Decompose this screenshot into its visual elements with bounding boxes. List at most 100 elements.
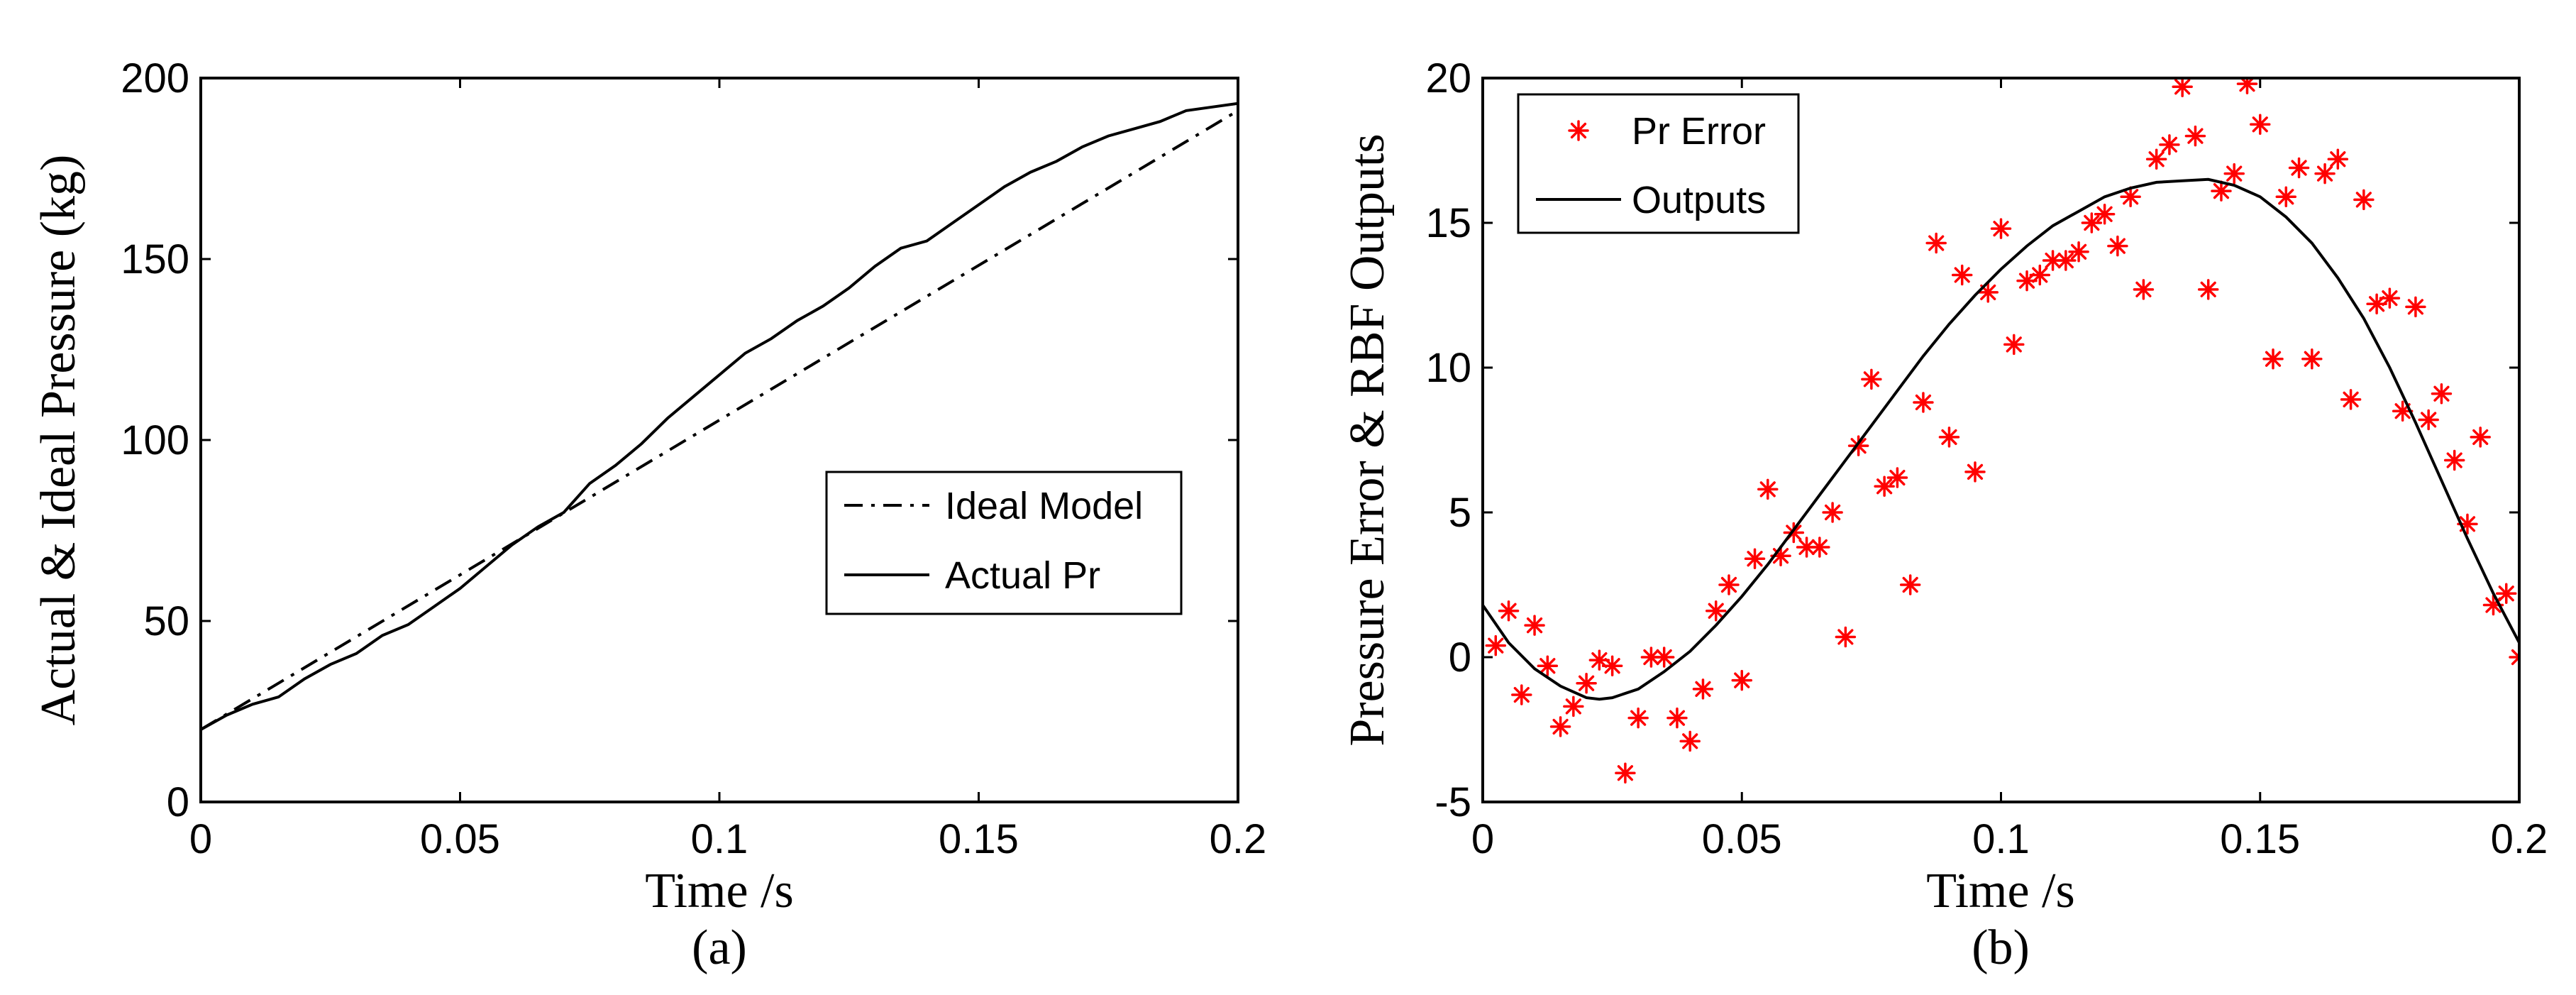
chart-b-point (2250, 114, 2271, 136)
chart-b-ytick-label: -5 (1435, 779, 1471, 825)
chart-b-point (1627, 707, 1649, 729)
chart-b-point (2081, 212, 2103, 233)
chart-b-point (1886, 467, 1908, 488)
chart-b-point (1679, 730, 1701, 752)
chart-a: 0 0.05 0.1 0.15 0.2 0 50 100 150 200 Ideal Model… (31, 55, 1266, 975)
chart-b-xlabel: Time /s (1926, 864, 2074, 918)
chart-b-point (2197, 279, 2219, 300)
chart-b-legend-pr-error-label: Pr Error (1632, 110, 1766, 153)
chart-b-point (1601, 655, 1623, 676)
chart-b-point (2353, 189, 2375, 211)
chart-b-point (2509, 647, 2519, 668)
chart-a-legend-ideal-label: Ideal Model (945, 485, 1143, 527)
chart-b-xtick-label: 0.2 (2491, 816, 2548, 862)
chart-a-panel-label: (a) (692, 920, 747, 975)
chart-b-point (2418, 409, 2439, 431)
chart-b-legend-box (1517, 93, 1800, 234)
chart-b-point (2003, 334, 2025, 356)
chart-b-point (1653, 647, 1675, 668)
chart-a-series-actual-pr (201, 101, 1238, 731)
chart-b-point (1498, 600, 1520, 622)
chart-b-point (1731, 669, 1752, 691)
chart-b-xtick-label: 0.05 (1702, 816, 1782, 862)
chart-b-point (2068, 241, 2089, 263)
chart-a-xtick-label: 0.2 (1210, 816, 1267, 862)
chart-b-point (1899, 574, 1921, 595)
chart-b-point (1977, 282, 1999, 303)
chart-b-point (1615, 762, 1636, 784)
chart-b-point (2184, 125, 2206, 147)
chart-b-point (2172, 78, 2193, 97)
chart-b-point (1861, 368, 1882, 390)
chart-a-xtick-label: 0.05 (420, 816, 500, 862)
chart-b-point (2366, 293, 2387, 314)
chart-b-point (2431, 383, 2453, 405)
chart-b-xtick-label: 0.1 (1972, 816, 2030, 862)
chart-b-point (2379, 287, 2401, 309)
chart-b-point (1485, 634, 1507, 656)
chart-b-ylabel: Pressure Error & RBF Outputs (1340, 133, 1395, 746)
chart-a-xticks: 0 0.05 0.1 0.15 0.2 (189, 78, 1266, 862)
chart-a-xtick-label: 0.15 (939, 816, 1019, 862)
chart-b-xtick-label: 0.15 (2220, 816, 2300, 862)
chart-b-legend-outputs-label: Outputs (1632, 179, 1766, 221)
chart-b-point (1524, 615, 1545, 636)
chart-b-point (2223, 163, 2245, 185)
chart-b-point (2340, 389, 2362, 410)
chart-b-point (1938, 427, 1960, 448)
chart-b-point (1925, 232, 1947, 254)
chart-b-point (1835, 626, 1857, 648)
chart-b-point (2301, 348, 2323, 370)
chart-b-point (1990, 218, 2012, 239)
chart-a-series-ideal-model (201, 109, 1238, 731)
chart-b-point (2495, 583, 2517, 604)
chart-a-ytick-label: 0 (167, 779, 189, 825)
chart-a-ylabel: Actual & Ideal Pressure (kg) (31, 155, 86, 726)
chart-b-ytick-label: 20 (1425, 55, 1471, 101)
chart-b-axes-box (1481, 77, 2521, 803)
chart-b-series-outputs (1483, 177, 2519, 701)
chart-a-ytick-label: 200 (121, 55, 189, 101)
chart-a-yticks: 0 50 100 150 200 (121, 55, 1238, 825)
chart-b-point (1666, 707, 1688, 729)
chart-a-axes-box (199, 77, 1239, 803)
chart-b-xticks: 0 0.05 0.1 0.15 0.2 (1471, 78, 2548, 862)
chart-b-point (1537, 655, 1559, 676)
chart-a-legend-box (825, 471, 1183, 615)
chart-a-legend-actual-label: Actual Pr (945, 554, 1100, 597)
chart-b-point (2029, 264, 2051, 286)
chart-b-point (2042, 250, 2064, 271)
chart-b-point (2145, 148, 2167, 170)
chart-b-point (2120, 186, 2141, 208)
chart-b-xtick-label: 0 (1471, 816, 1494, 862)
chart-b-point (1757, 478, 1779, 500)
chart-a-xtick-label: 0 (189, 816, 212, 862)
chart-b-point (1874, 475, 1895, 498)
chart-b-ytick-label: 10 (1425, 345, 1471, 391)
chart-b-point (2405, 296, 2426, 318)
chart-b-point (2107, 235, 2128, 257)
chart-b-point (1563, 696, 1584, 718)
chart-b-ytick-label: 15 (1425, 200, 1471, 246)
chart-a-ytick-label: 150 (121, 236, 189, 282)
chart-b-point (1964, 461, 1986, 483)
chart-a-legend: Ideal Model Actual Pr (825, 471, 1183, 615)
chart-b-point (2443, 449, 2465, 471)
chart-b-point (2211, 180, 2232, 202)
chart-b-point (2262, 348, 2284, 370)
chart-b-ytick-label: 0 (1449, 634, 1471, 681)
chart-b-point (2094, 204, 2116, 225)
chart-b-point (1511, 684, 1532, 705)
chart-b-point (2288, 157, 2310, 179)
chart-a-xlabel: Time /s (645, 864, 793, 918)
chart-b-legend-star-marker (1568, 120, 1589, 141)
chart-b-point (1744, 548, 1766, 570)
chart-b-point (1549, 716, 1571, 737)
chart-b-ytick-label: 5 (1449, 490, 1471, 536)
chart-b-point (1718, 574, 1740, 595)
chart-b-point (1576, 672, 1597, 694)
chart-b-legend: Pr Error Outputs (1517, 93, 1800, 234)
chart-b-legend-pr-error-swatch (1568, 120, 1589, 141)
